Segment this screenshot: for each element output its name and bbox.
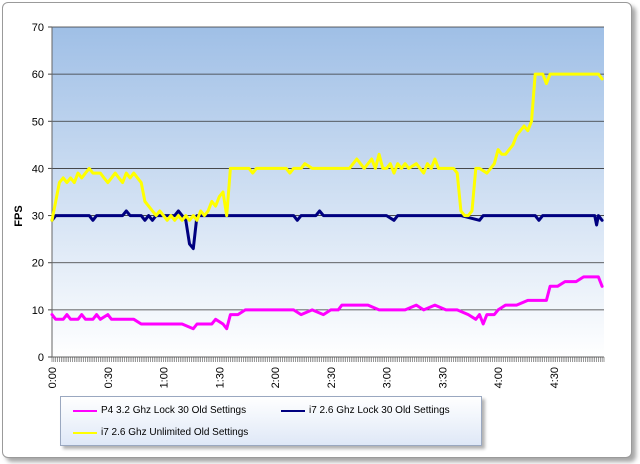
y-axis-title: FPS [13,205,25,226]
y-tick-label: 0 [38,352,44,364]
y-tick-label: 30 [32,211,44,223]
axis-labels: 0 10 20 30 40 50 60 70 0:00 0:30 1:00 1:30 2:00 2:30 3… [32,22,561,388]
y-tick-label: 60 [32,69,44,81]
legend-swatch-navy [281,409,305,412]
legend-swatch-magenta [73,409,97,412]
y-tick-label: 50 [32,116,44,128]
x-tick-label: 2:30 [326,367,338,388]
y-tick-label: 70 [32,22,44,34]
legend-label: i7 2.6 Ghz Unlimited Old Settings [101,427,249,438]
series-group [50,72,604,331]
axes [48,26,605,362]
y-tick-label: 20 [32,258,44,270]
y-tick-label: 40 [32,163,44,175]
legend-item-i7-lock30: i7 2.6 Ghz Lock 30 Old Settings [281,405,450,416]
x-tick-label: 0:00 [47,367,59,388]
legend-item-p4-lock30: P4 3.2 Ghz Lock 30 Old Settings [73,405,246,416]
legend-item-i7-unlimited: i7 2.6 Ghz Unlimited Old Settings [73,427,248,438]
series-line-i7-2-6-ghz-lock-30-old-settings [50,209,604,251]
x-tick-label: 3:00 [382,367,394,388]
x-tick-label: 4:30 [549,367,561,388]
x-tick-label: 4:00 [493,367,505,388]
legend: P4 3.2 Ghz Lock 30 Old Settings i7 2.6 G… [60,396,482,446]
x-tick-label: 1:00 [159,367,171,388]
x-minor-ticks [51,357,605,362]
gridlines [52,26,604,311]
legend-label: P4 3.2 Ghz Lock 30 Old Settings [101,405,247,416]
plot-area [52,27,604,357]
series-line-p4-3-2-ghz-lock-30-old-settings [50,275,604,331]
series-line-i7-2-6-ghz-unlimited-old-settings [50,72,604,222]
x-tick-label: 1:30 [214,367,226,388]
y-tick-label: 10 [32,305,44,317]
legend-swatch-yellow [73,431,97,434]
legend-label: i7 2.6 Ghz Lock 30 Old Settings [309,405,450,416]
x-tick-label: 3:30 [437,367,449,388]
x-tick-label: 0:30 [103,367,115,388]
x-tick-label: 2:00 [270,367,282,388]
